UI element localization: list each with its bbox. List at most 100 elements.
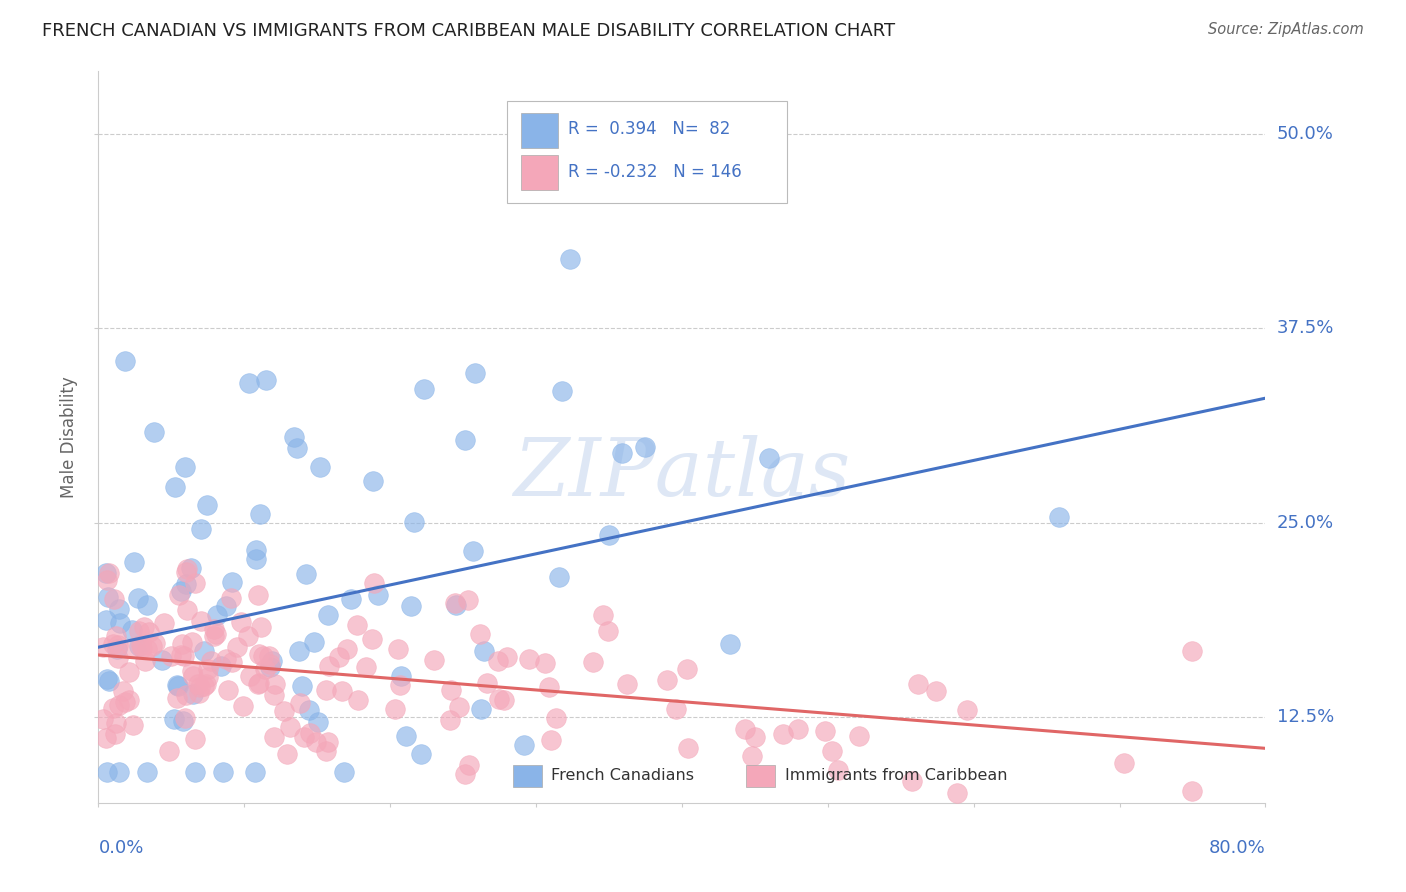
- Point: [252, 648, 274, 663]
- Point: [332, 764, 354, 779]
- Point: [389, 669, 412, 683]
- Point: [157, 744, 180, 758]
- Point: [103, 700, 125, 714]
- Point: [315, 683, 337, 698]
- Point: [131, 640, 153, 655]
- Point: [298, 726, 321, 740]
- Point: [104, 716, 127, 731]
- Point: [103, 637, 125, 651]
- Point: [718, 637, 741, 651]
- Point: [513, 739, 536, 753]
- Point: [287, 442, 309, 456]
- Point: [315, 744, 337, 758]
- Point: [470, 701, 492, 715]
- Point: [176, 602, 198, 616]
- Point: [104, 726, 127, 740]
- Point: [170, 648, 193, 662]
- Point: [236, 629, 259, 643]
- Point: [273, 704, 295, 718]
- Point: [610, 446, 633, 460]
- Point: [423, 653, 446, 667]
- Point: [195, 677, 218, 691]
- Point: [229, 615, 252, 629]
- Point: [582, 655, 605, 669]
- Point: [548, 569, 571, 583]
- Point: [253, 662, 276, 676]
- Point: [184, 764, 207, 779]
- Point: [91, 712, 114, 726]
- Point: [533, 656, 555, 670]
- Point: [160, 648, 183, 663]
- Point: [245, 542, 267, 557]
- Text: FRENCH CANADIAN VS IMMIGRANTS FROM CARIBBEAN MALE DISABILITY CORRELATION CHART: FRENCH CANADIAN VS IMMIGRANTS FROM CARIB…: [42, 22, 896, 40]
- Point: [167, 679, 190, 693]
- Point: [474, 644, 496, 658]
- Point: [318, 735, 340, 749]
- Text: 0.0%: 0.0%: [98, 839, 143, 857]
- Text: 50.0%: 50.0%: [1277, 125, 1333, 143]
- Point: [121, 623, 143, 637]
- Point: [183, 576, 205, 591]
- Point: [127, 591, 149, 606]
- Point: [249, 620, 271, 634]
- Point: [734, 722, 756, 736]
- Point: [170, 637, 193, 651]
- Point: [114, 354, 136, 368]
- Point: [247, 589, 270, 603]
- Point: [468, 627, 491, 641]
- Point: [464, 367, 486, 381]
- Point: [181, 669, 204, 683]
- Point: [821, 744, 844, 758]
- Point: [197, 662, 219, 676]
- Point: [202, 623, 225, 637]
- Point: [124, 555, 146, 569]
- Point: [202, 629, 225, 643]
- Point: [454, 433, 477, 447]
- Point: [454, 766, 477, 780]
- Point: [221, 656, 243, 670]
- Point: [259, 660, 281, 674]
- Point: [294, 730, 316, 744]
- Point: [318, 659, 340, 673]
- Point: [814, 723, 837, 738]
- Point: [94, 566, 117, 581]
- Point: [183, 731, 205, 746]
- Point: [925, 683, 948, 698]
- Point: [440, 683, 463, 698]
- Point: [226, 640, 249, 654]
- Point: [444, 596, 467, 610]
- Point: [496, 650, 519, 665]
- Point: [259, 657, 281, 671]
- Point: [180, 560, 202, 574]
- Point: [163, 712, 186, 726]
- Point: [741, 749, 763, 764]
- Point: [212, 764, 235, 779]
- Point: [848, 729, 870, 743]
- Point: [193, 679, 215, 693]
- Point: [263, 677, 285, 691]
- Point: [336, 641, 359, 656]
- FancyBboxPatch shape: [508, 101, 787, 203]
- Point: [107, 764, 129, 779]
- Point: [1181, 783, 1204, 797]
- Point: [103, 592, 125, 607]
- Point: [114, 696, 136, 710]
- Point: [616, 677, 638, 691]
- Point: [827, 764, 849, 778]
- Point: [356, 659, 378, 673]
- Point: [592, 608, 614, 623]
- Point: [305, 735, 328, 749]
- Point: [96, 573, 118, 587]
- Point: [544, 711, 567, 725]
- Point: [174, 577, 197, 591]
- Point: [259, 648, 281, 663]
- Point: [136, 598, 159, 612]
- Text: ZIP​atlas: ZIP​atlas: [513, 435, 851, 512]
- Point: [238, 376, 260, 391]
- Point: [361, 632, 384, 646]
- Point: [188, 686, 211, 700]
- Point: [190, 615, 212, 629]
- Point: [946, 787, 969, 801]
- Point: [118, 693, 141, 707]
- Point: [132, 619, 155, 633]
